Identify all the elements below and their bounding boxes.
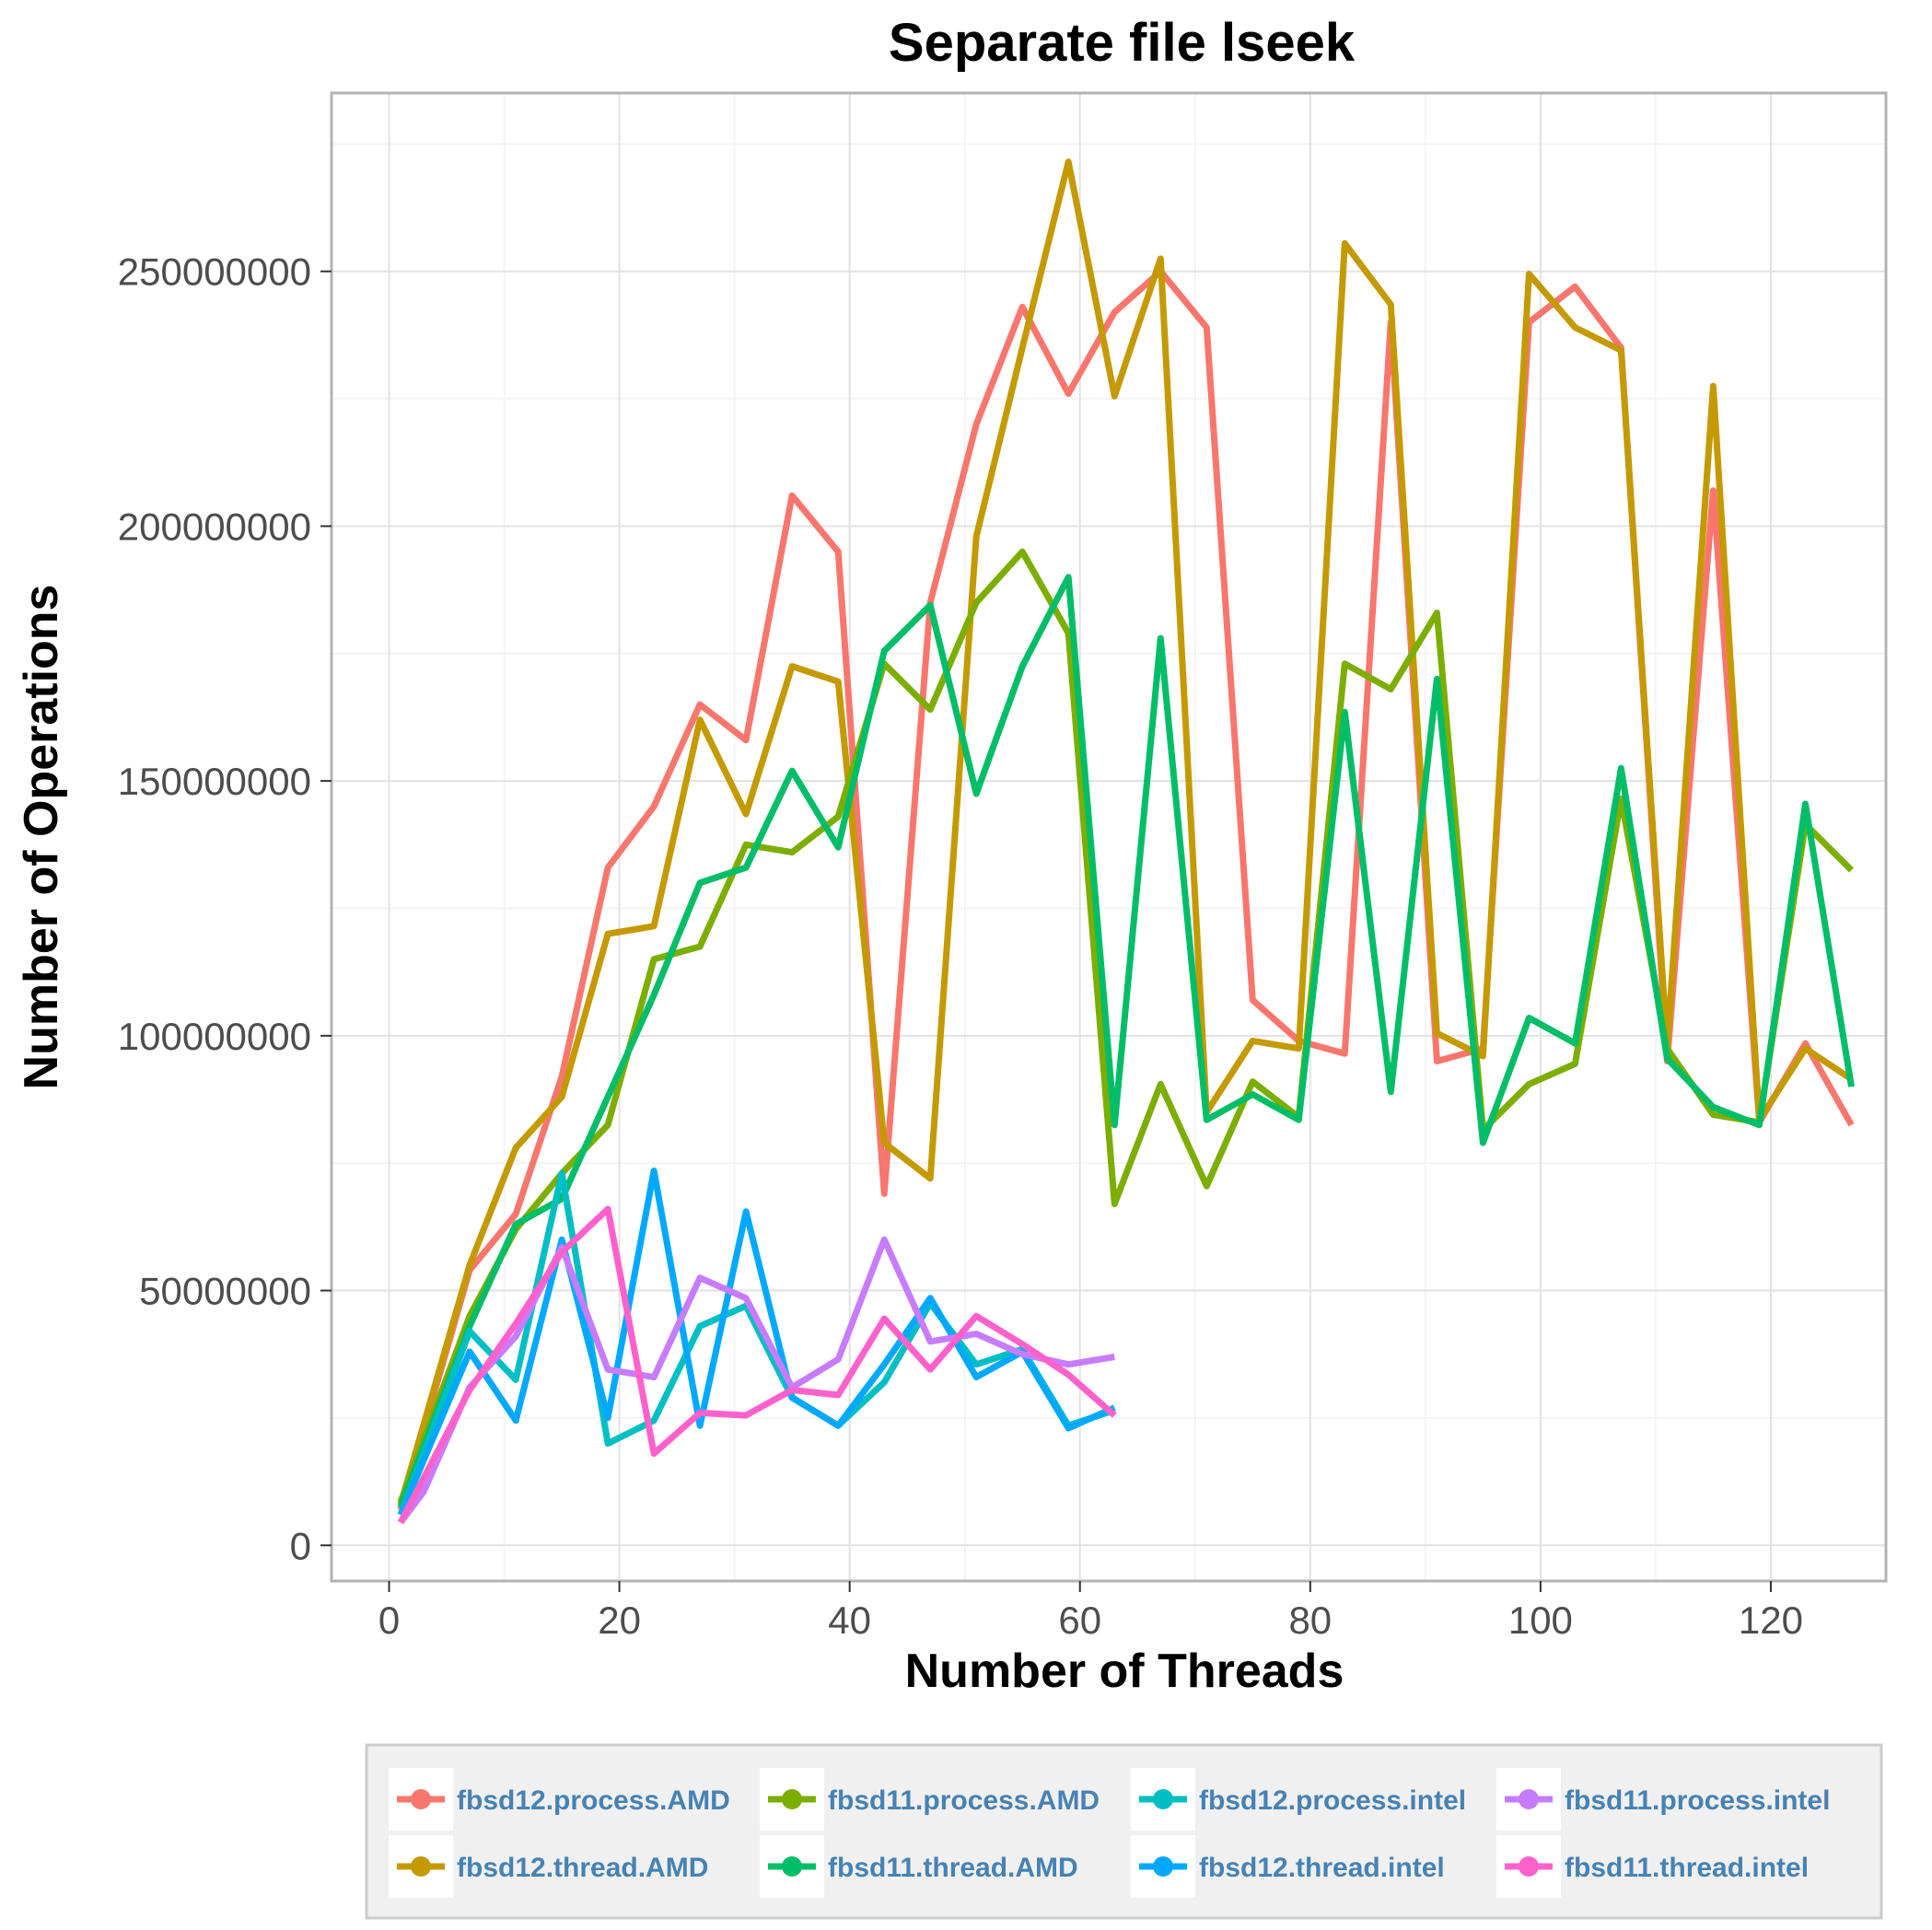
y-axis-title: Number of Operations [15,585,68,1090]
legend-label: fbsd12.thread.intel [1199,1853,1445,1883]
legend-label: fbsd12.thread.AMD [457,1853,708,1883]
legend-label: fbsd12.process.AMD [457,1785,730,1816]
legend-key-point [1519,1856,1539,1877]
series-line-fbsd12-thread-intel [397,1168,1116,1517]
y-tick-label: 150000000 [118,760,311,803]
legend-key-point [1519,1789,1539,1809]
series-line-fbsd12-process-intel [397,1169,1116,1517]
legend: fbsd12.process.AMD fbsd11.process.AMD fbsd… [365,1743,1883,1920]
series-line-fbsd11-process-AMD [397,548,1854,1504]
series-lines [397,158,1855,1525]
series-line-fbsd12-thread-AMD [397,158,1854,1506]
series-line-fbsd11-thread-intel [397,1205,1117,1525]
x-tick-label: 120 [1739,1599,1803,1642]
legend-key-point [782,1789,802,1809]
legend-key-point [411,1789,431,1809]
y-axis-ticks: 0 50000000 100000000 150000000 200000000 2500… [118,250,332,1567]
y-tick-label: 100000000 [118,1015,311,1058]
x-tick-label: 100 [1508,1599,1573,1642]
legend-label: fbsd11.process.intel [1565,1785,1830,1816]
x-axis-title: Number of Threads [905,1645,1344,1698]
legend-label: fbsd11.thread.intel [1565,1853,1809,1883]
legend-key-point [1153,1789,1173,1809]
series-line-fbsd11-process-intel [398,1236,1115,1525]
legend-label: fbsd11.process.AMD [828,1785,1100,1816]
y-tick-label: 200000000 [118,505,311,548]
y-tick-label: 50000000 [139,1270,311,1313]
y-tick-label: 0 [290,1524,311,1567]
legend-box [365,1743,1883,1920]
legend-key-point [1153,1856,1173,1877]
y-tick-label: 250000000 [118,250,311,294]
legend-label: fbsd12.process.intel [1199,1785,1466,1816]
legend-items: fbsd12.process.AMD fbsd11.process.AMD fbsd… [389,1768,1830,1898]
x-axis-ticks: 0 20 40 60 80 100 120 [378,1581,1803,1642]
x-tick-label: 40 [828,1599,871,1642]
plot-border [330,91,1888,1583]
legend-label: fbsd11.thread.AMD [828,1853,1078,1883]
x-tick-label: 0 [378,1599,400,1642]
series-line-fbsd11-thread-AMD [397,574,1855,1509]
x-tick-label: 80 [1288,1599,1332,1642]
legend-key-point [411,1856,431,1877]
series-line-fbsd12-process-AMD [397,268,1855,1511]
x-tick-label: 20 [598,1599,641,1642]
chart-title: Separate file lseek [889,13,1356,73]
x-tick-label: 60 [1058,1599,1101,1642]
legend-key-point [782,1856,802,1877]
plot-panel [330,91,1888,1583]
